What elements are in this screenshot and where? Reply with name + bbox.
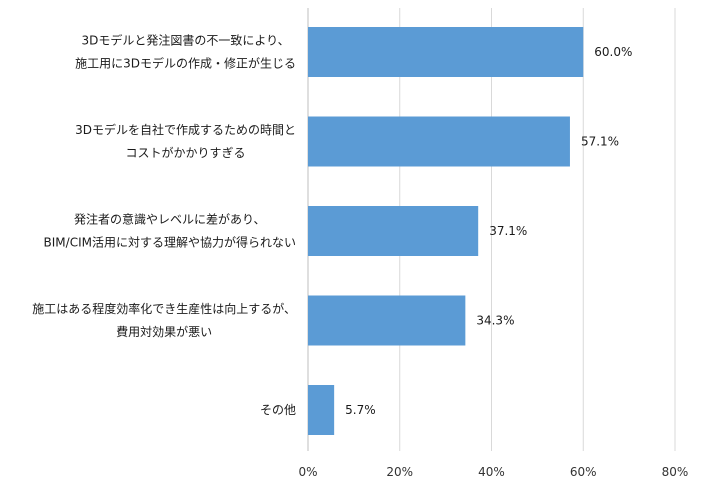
category-label: 発注者の意識やレベルに差があり、 BIM/CIM活用に対する理解や協力が得られない bbox=[44, 212, 296, 250]
category-label-line: 費用対効果が悪い bbox=[116, 324, 212, 339]
x-tick-label: 60% bbox=[570, 465, 597, 479]
x-tick-label: 80% bbox=[662, 465, 689, 479]
x-tick-label: 0% bbox=[298, 465, 317, 479]
data-label: 34.3% bbox=[476, 314, 514, 328]
data-label: 60.0% bbox=[594, 45, 632, 59]
bar bbox=[308, 116, 570, 167]
category-labels: 3Dモデルと発注図書の不一致により、施工用に3Dモデルの作成・修正が生じる3Dモ… bbox=[32, 33, 296, 418]
category-label: その他 bbox=[260, 403, 296, 417]
data-label: 5.7% bbox=[345, 403, 376, 417]
bar bbox=[308, 385, 335, 435]
gridlines bbox=[307, 8, 676, 451]
x-tick-label: 40% bbox=[478, 465, 505, 479]
x-tick-label: 20% bbox=[386, 465, 413, 479]
bar bbox=[308, 206, 479, 256]
x-axis-tick-labels: 0% 20% 40% 60% 80% bbox=[298, 465, 688, 479]
category-label-line: 3Dモデルを自社で作成するための時間と bbox=[75, 122, 296, 137]
data-label: 37.1% bbox=[489, 224, 527, 238]
category-label-line: 発注者の意識やレベルに差があり、 bbox=[74, 212, 266, 227]
data-label: 57.1% bbox=[581, 135, 619, 149]
category-label-line: 3Dモデルと発注図書の不一致により、 bbox=[81, 33, 289, 48]
category-label: 3Dモデルを自社で作成するための時間とコストがかかりすぎる bbox=[75, 122, 296, 160]
category-label: 施工はある程度効率化でき生産性は向上するが、費用対効果が悪い bbox=[32, 301, 296, 339]
data-labels: 60.0% 57.1% 37.1% 34.3% 5.7% bbox=[345, 45, 632, 417]
category-label-line: その他 bbox=[260, 403, 296, 417]
category-label-line: 施工用に3Dモデルの作成・修正が生じる bbox=[75, 56, 296, 71]
bar bbox=[308, 27, 584, 77]
category-label-line: コストがかかりすぎる bbox=[126, 145, 246, 160]
category-label: 3Dモデルと発注図書の不一致により、施工用に3Dモデルの作成・修正が生じる bbox=[75, 33, 296, 71]
category-label-line: 施工はある程度効率化でき生産性は向上するが、 bbox=[32, 301, 296, 316]
category-label-line: BIM/CIM活用に対する理解や協力が得られない bbox=[44, 235, 296, 250]
bar bbox=[308, 295, 466, 346]
bars bbox=[308, 27, 584, 435]
